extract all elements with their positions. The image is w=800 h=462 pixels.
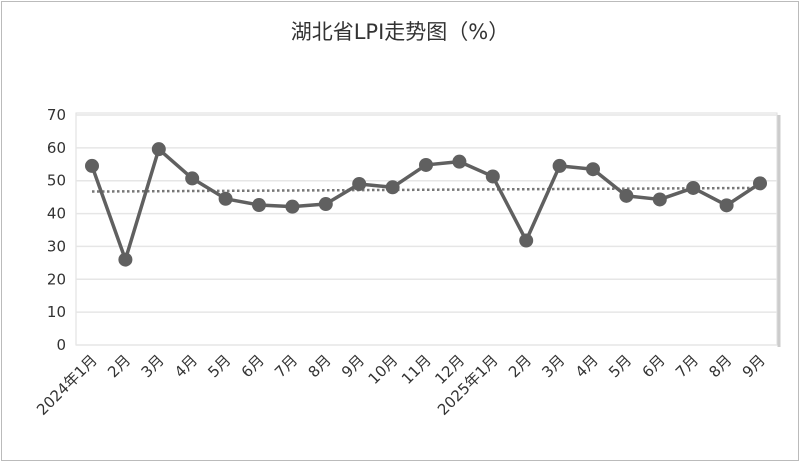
data-point bbox=[619, 188, 634, 203]
x-tick-label: 7月 bbox=[271, 351, 301, 381]
y-tick-label: 60 bbox=[47, 139, 66, 157]
x-tick-label: 2024年1月 bbox=[33, 351, 101, 419]
data-point bbox=[652, 192, 667, 207]
data-point bbox=[419, 157, 433, 172]
x-tick-label: 8月 bbox=[705, 351, 735, 381]
x-tick-label: 3月 bbox=[538, 351, 568, 381]
x-tick-label: 10月 bbox=[365, 351, 402, 388]
data-point bbox=[118, 252, 133, 267]
data-point bbox=[552, 158, 567, 173]
x-tick-label: 2月 bbox=[104, 351, 134, 381]
trendline bbox=[91, 186, 761, 193]
y-tick-label: 0 bbox=[56, 336, 66, 354]
y-tick-label: 20 bbox=[47, 270, 66, 288]
data-point bbox=[318, 197, 333, 212]
data-point bbox=[519, 233, 534, 248]
y-tick-label: 10 bbox=[47, 303, 66, 321]
data-point bbox=[218, 191, 233, 206]
data-point bbox=[385, 180, 400, 195]
y-tick-label: 40 bbox=[47, 205, 66, 223]
data-point bbox=[686, 180, 701, 195]
data-point bbox=[719, 198, 734, 213]
x-tick-label: 11月 bbox=[398, 351, 435, 388]
data-point bbox=[85, 158, 99, 173]
data-point bbox=[753, 176, 767, 191]
data-point bbox=[352, 177, 367, 191]
x-tick-label: 7月 bbox=[672, 351, 702, 381]
data-point bbox=[151, 142, 166, 157]
plot-area bbox=[75, 112, 778, 346]
y-tick-label: 70 bbox=[47, 106, 66, 124]
x-tick-label: 6月 bbox=[639, 351, 669, 381]
x-tick-label: 9月 bbox=[739, 351, 769, 381]
x-tick-label: 4月 bbox=[572, 351, 602, 381]
x-tick-label: 2月 bbox=[505, 351, 535, 381]
x-tick-label: 5月 bbox=[605, 351, 635, 381]
data-point bbox=[452, 154, 467, 169]
x-tick-label: 4月 bbox=[171, 351, 201, 381]
data-point bbox=[185, 171, 200, 186]
x-tick-label: 5月 bbox=[204, 351, 234, 381]
data-point bbox=[485, 169, 500, 184]
y-tick-label: 30 bbox=[47, 237, 66, 255]
x-tick-label: 8月 bbox=[305, 351, 335, 381]
data-point bbox=[285, 199, 300, 214]
data-point bbox=[586, 162, 600, 177]
chart-title: 湖北省LPI走势图（%） bbox=[290, 20, 510, 44]
data-point bbox=[252, 198, 266, 213]
y-tick-label: 50 bbox=[47, 172, 66, 190]
x-tick-label: 6月 bbox=[238, 351, 268, 381]
x-tick-label: 3月 bbox=[138, 351, 168, 381]
x-tick-label: 9月 bbox=[338, 351, 368, 381]
